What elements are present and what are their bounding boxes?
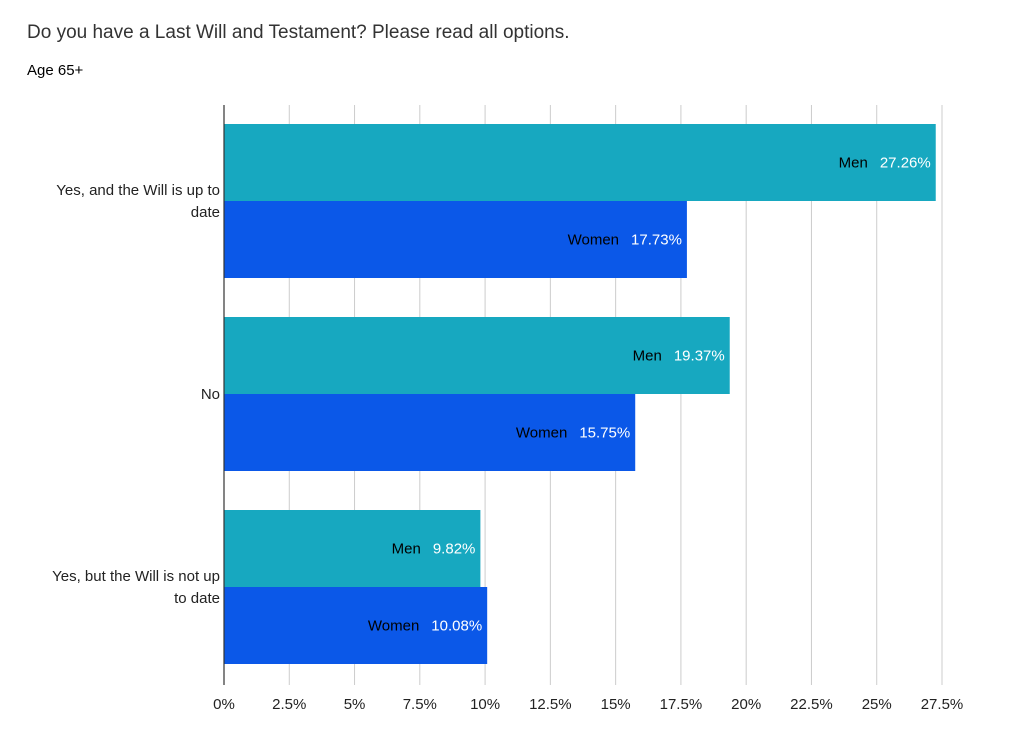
bar-series-label: Women: [368, 618, 419, 635]
bar-series-label: Men: [633, 348, 662, 365]
bar-series-label: Women: [568, 232, 619, 249]
bar-value-label: 15.75%: [579, 425, 630, 442]
x-tick-label: 22.5%: [790, 696, 833, 713]
chart-subtitle: Age 65+: [27, 62, 84, 79]
x-tick-label: 12.5%: [529, 696, 572, 713]
x-tick-label: 0%: [213, 696, 235, 713]
bar-women: [224, 587, 488, 664]
x-axis-tick-labels: 0% 2.5% 5% 7.5% 10% 12.5% 15% 17.5% 20% 22.5% 25% 2…: [213, 696, 963, 713]
bar-value-label: 17.73%: [631, 232, 682, 249]
bar-women: [224, 394, 636, 471]
bars: [224, 124, 936, 664]
x-tick-label: 5%: [344, 696, 366, 713]
bar-value-label: 9.82%: [433, 541, 476, 558]
bar-value-label: 10.08%: [431, 618, 482, 635]
category-label: Yes, and the Will is up to: [56, 182, 220, 199]
category-label: date: [191, 204, 220, 221]
x-tick-label: 27.5%: [921, 696, 964, 713]
bar-series-label: Men: [392, 541, 421, 558]
bar-value-label: 19.37%: [674, 348, 725, 365]
data-labels: 27.26% Men 19.37% Men 9.82% Men 17.73% Women 15.…: [368, 155, 931, 635]
category-labels: Yes, and the Will is up to date No Yes, but…: [52, 182, 220, 607]
category-label: to date: [174, 590, 220, 607]
x-tick-label: 15%: [601, 696, 631, 713]
bar-men: [224, 124, 936, 201]
chart-title: Do you have a Last Will and Testament? P…: [27, 22, 570, 43]
bar-women: [224, 201, 687, 278]
x-tick-label: 10%: [470, 696, 500, 713]
x-tick-label: 20%: [731, 696, 761, 713]
category-label: Yes, but the Will is not up: [52, 568, 220, 585]
category-label: No: [201, 386, 220, 403]
bar-value-label: 27.26%: [880, 155, 931, 172]
bar-series-label: Men: [839, 155, 868, 172]
x-tick-label: 17.5%: [660, 696, 703, 713]
bar-series-label: Women: [516, 425, 567, 442]
bar-men: [224, 317, 730, 394]
bar-men: [224, 510, 481, 587]
x-tick-label: 7.5%: [403, 696, 437, 713]
x-tick-label: 25%: [862, 696, 892, 713]
x-tick-label: 2.5%: [272, 696, 306, 713]
